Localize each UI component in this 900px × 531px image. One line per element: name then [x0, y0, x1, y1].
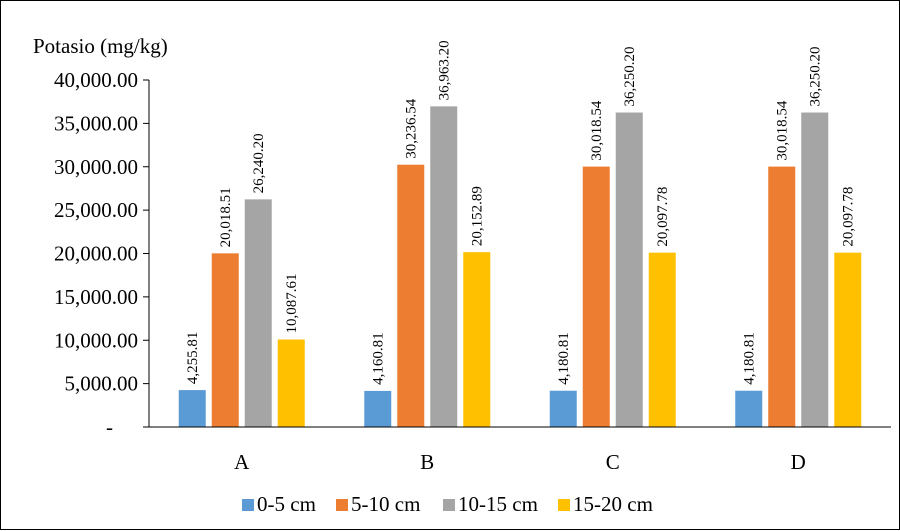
- y-tick-label: 5,000.00: [65, 372, 139, 396]
- bar: [801, 112, 829, 428]
- legend-swatch: [443, 499, 455, 511]
- bar: [463, 252, 491, 427]
- data-label: 30,236.54: [404, 98, 420, 159]
- data-label: 30,018.54: [775, 100, 791, 161]
- bar: [615, 112, 643, 428]
- legend: 0-5 cm 5-10 cm 10-15 cm 15-20 cm: [242, 492, 653, 516]
- data-label: 30,018.54: [589, 100, 605, 161]
- bar: [768, 166, 796, 427]
- data-label: 20,152.89: [470, 186, 486, 246]
- bar: [397, 164, 425, 428]
- bar: [582, 166, 610, 427]
- data-label: 20,097.78: [841, 187, 857, 247]
- legend-swatch: [336, 499, 348, 511]
- y-tick-label: -: [106, 415, 113, 439]
- bar: [648, 252, 676, 427]
- data-label: 4,180.81: [742, 332, 758, 385]
- data-label: 36,963.20: [437, 40, 453, 100]
- legend-swatch: [242, 499, 254, 511]
- y-tick-label: 30,000.00: [54, 155, 138, 179]
- bar: [735, 390, 763, 427]
- data-label: 36,250.20: [622, 47, 638, 107]
- y-tick-label: 40,000.00: [54, 68, 138, 92]
- data-label: 36,250.20: [808, 47, 824, 107]
- y-tick-label: 10,000.00: [54, 328, 138, 352]
- data-label: 4,180.81: [556, 332, 572, 385]
- bar: [364, 390, 392, 427]
- y-tick-label: 15,000.00: [54, 285, 138, 309]
- data-label: 20,018.51: [218, 187, 234, 247]
- bar: [178, 390, 206, 427]
- x-tick-label: A: [234, 450, 250, 474]
- legend-label: 15-20 cm: [573, 492, 653, 516]
- data-label: 4,255.81: [185, 332, 201, 385]
- data-label: 26,240.20: [251, 133, 267, 193]
- bar-series: [178, 106, 862, 428]
- data-label: 4,160.81: [371, 332, 387, 385]
- data-labels: 4,255.81 20,018.51 26,240.20 10,087.61 4,160…: [185, 40, 857, 385]
- data-label: 20,097.78: [655, 187, 671, 247]
- x-axis-ticks: A B C D: [234, 450, 806, 474]
- y-tick-label: 25,000.00: [54, 198, 138, 222]
- bar: [277, 339, 305, 427]
- x-tick-label: C: [606, 450, 620, 474]
- y-axis-title: Potasio (mg/kg): [33, 34, 168, 58]
- legend-label: 5-10 cm: [351, 492, 420, 516]
- bar: [549, 390, 577, 427]
- x-tick-label: B: [420, 450, 434, 474]
- bar: [244, 199, 272, 427]
- bar: [211, 253, 239, 427]
- legend-label: 0-5 cm: [257, 492, 316, 516]
- legend-label: 10-15 cm: [458, 492, 538, 516]
- bar: [834, 252, 862, 427]
- x-tick-label: D: [791, 450, 806, 474]
- y-tick-label: 20,000.00: [54, 242, 138, 266]
- y-axis-ticks: - 5,000.00 10,000.00 15,000.00 20,000.00 25,0…: [54, 68, 149, 439]
- y-tick-label: 35,000.00: [54, 111, 138, 135]
- data-label: 10,087.61: [284, 273, 300, 333]
- legend-swatch: [558, 499, 570, 511]
- bar: [430, 106, 458, 427]
